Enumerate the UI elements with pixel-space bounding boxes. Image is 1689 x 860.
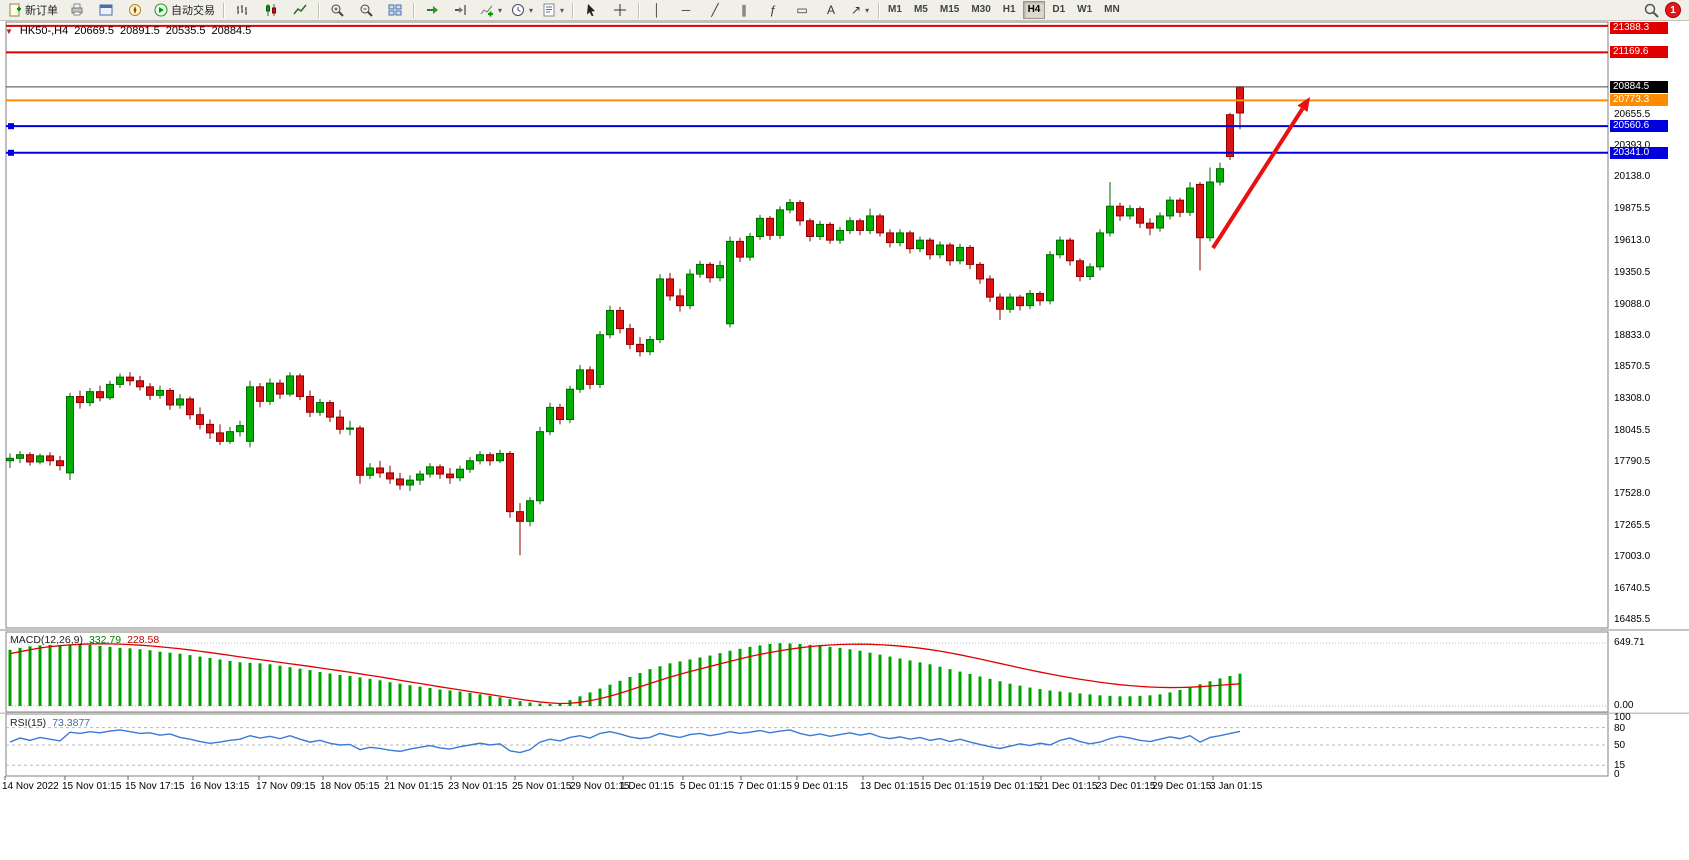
vertical-line-icon: │ <box>653 3 661 17</box>
chart-header: ▼ HK50-,H4 20669.5 20891.5 20535.5 20884… <box>5 25 251 37</box>
new-order-label: 新订单 <box>25 5 58 17</box>
toolbar-separator <box>878 2 880 18</box>
dropdown-arrow-icon: ▾ <box>865 5 870 15</box>
price-axis[interactable] <box>1610 22 1689 776</box>
data-window-icon <box>99 4 113 16</box>
ohlc-high: 20891.5 <box>119 25 160 37</box>
indicators-button[interactable]: ▾ <box>476 0 506 20</box>
zoom-out-button[interactable] <box>352 0 380 20</box>
navigator-icon <box>129 4 141 16</box>
templates-button[interactable]: ▾ <box>538 0 568 20</box>
tile-windows-icon <box>388 4 402 16</box>
text-icon: A <box>827 3 836 17</box>
macd-pane[interactable] <box>6 632 1608 712</box>
toolbar-separator <box>638 2 640 18</box>
dropdown-arrow-icon: ▾ <box>560 5 565 15</box>
periods-clock-icon <box>512 4 525 16</box>
toolbar-right-group: 1 <box>1644 2 1685 18</box>
channel-tool-button[interactable]: ∥ <box>730 0 758 20</box>
candlestick-chart-icon <box>266 4 276 16</box>
bar-chart-button[interactable] <box>228 0 256 20</box>
toolbar-separator <box>572 2 574 18</box>
zoom-in-icon <box>331 4 344 17</box>
chart-shift-button[interactable] <box>447 0 475 20</box>
macd-label: MACD(12,26,9) <box>10 634 83 646</box>
data-window-button[interactable] <box>92 0 120 20</box>
vertical-line-tool-button[interactable]: │ <box>643 0 671 20</box>
horizontal-line-tool-button[interactable]: ─ <box>672 0 700 20</box>
fibonacci-tool-button[interactable]: ƒ <box>759 0 787 20</box>
ohlc-low: 20535.5 <box>165 25 206 37</box>
toolbar-separator <box>413 2 414 18</box>
dropdown-arrow-icon: ▾ <box>529 5 534 15</box>
notification-badge[interactable]: 1 <box>1665 2 1681 18</box>
timeframe-bar: M1 M5 M15 M30 H1 H4 D1 W1 MN <box>883 1 1125 19</box>
rsi-pane[interactable] <box>6 714 1608 776</box>
new-order-icon <box>9 3 21 17</box>
timeframe-button-m15[interactable]: M15 <box>939 4 960 15</box>
time-axis[interactable] <box>0 777 1689 799</box>
fibonacci-icon: ƒ <box>769 3 777 17</box>
macd-value: 332.79 <box>88 634 122 646</box>
toolbar-separator <box>318 2 319 18</box>
auto-scroll-icon <box>427 6 438 14</box>
timeframe-button-w1[interactable]: W1 <box>1077 4 1093 15</box>
text-tool-button[interactable]: A <box>817 0 845 20</box>
navigator-button[interactable] <box>121 0 149 20</box>
trendline-icon: ╱ <box>711 3 719 17</box>
rsi-label: RSI(15) <box>10 717 47 729</box>
printer-icon <box>71 3 83 16</box>
horizontal-line-icon: ─ <box>681 3 691 17</box>
autotrading-label: 自动交易 <box>171 5 215 17</box>
rsi-label-row: RSI(15) 73.3877 <box>10 717 90 729</box>
timeframe-button-h4[interactable]: H4 <box>1022 1 1046 19</box>
chart-plot-area[interactable] <box>6 22 1608 628</box>
chart-shift-icon <box>455 5 466 15</box>
indicators-icon <box>480 5 493 17</box>
line-chart-icon <box>293 4 307 15</box>
shapes-tool-button[interactable]: ▭ <box>788 0 816 20</box>
rsi-value: 73.3877 <box>52 717 91 729</box>
templates-icon <box>543 3 555 17</box>
channel-icon: ∥ <box>741 3 748 17</box>
auto-scroll-button[interactable] <box>418 0 446 20</box>
dropdown-arrow-icon: ▾ <box>498 5 503 15</box>
autotrading-icon <box>154 3 168 17</box>
timeframe-button-mn[interactable]: MN <box>1104 4 1120 15</box>
ohlc-open: 20669.5 <box>74 25 114 37</box>
trendline-tool-button[interactable]: ╱ <box>701 0 729 20</box>
print-button[interactable] <box>63 0 91 20</box>
tile-windows-button[interactable] <box>381 0 409 20</box>
collapse-triangle-icon[interactable]: ▼ <box>5 26 13 36</box>
autotrading-button[interactable]: 自动交易 <box>150 0 219 20</box>
new-order-button[interactable]: 新订单 <box>4 0 62 20</box>
ohlc-close: 20884.5 <box>211 25 252 37</box>
crosshair-icon <box>614 4 627 16</box>
periods-button[interactable]: ▾ <box>507 0 537 20</box>
zoom-out-icon <box>360 4 373 17</box>
toolbar-separator <box>223 2 224 18</box>
zoom-in-button[interactable] <box>323 0 351 20</box>
line-chart-button[interactable] <box>286 0 314 20</box>
macd-label-row: MACD(12,26,9) 332.79 228.58 <box>10 634 159 646</box>
arrow-object-icon: ↗ <box>851 3 862 17</box>
timeframe-button-h1[interactable]: H1 <box>1002 4 1016 15</box>
bar-chart-icon <box>237 5 247 15</box>
crosshair-tool-button[interactable] <box>606 0 634 20</box>
cursor-tool-button[interactable] <box>577 0 605 20</box>
arrows-tool-button[interactable]: ↗ ▾ <box>846 0 874 20</box>
candlestick-chart-button[interactable] <box>257 0 285 20</box>
timeframe-button-m5[interactable]: M5 <box>913 4 928 15</box>
timeframe-button-d1[interactable]: D1 <box>1052 4 1066 15</box>
timeframe-button-m1[interactable]: M1 <box>888 4 902 15</box>
toolbar: 新订单 自动交易 ▾ ▾ <box>0 0 1689 21</box>
macd-signal-value: 228.58 <box>127 634 160 646</box>
search-icon[interactable] <box>1644 3 1659 18</box>
symbol-period-label: HK50-,H4 <box>19 25 69 37</box>
timeframe-button-m30[interactable]: M30 <box>971 4 991 15</box>
shapes-icon: ▭ <box>796 3 808 17</box>
cursor-icon <box>587 4 596 17</box>
